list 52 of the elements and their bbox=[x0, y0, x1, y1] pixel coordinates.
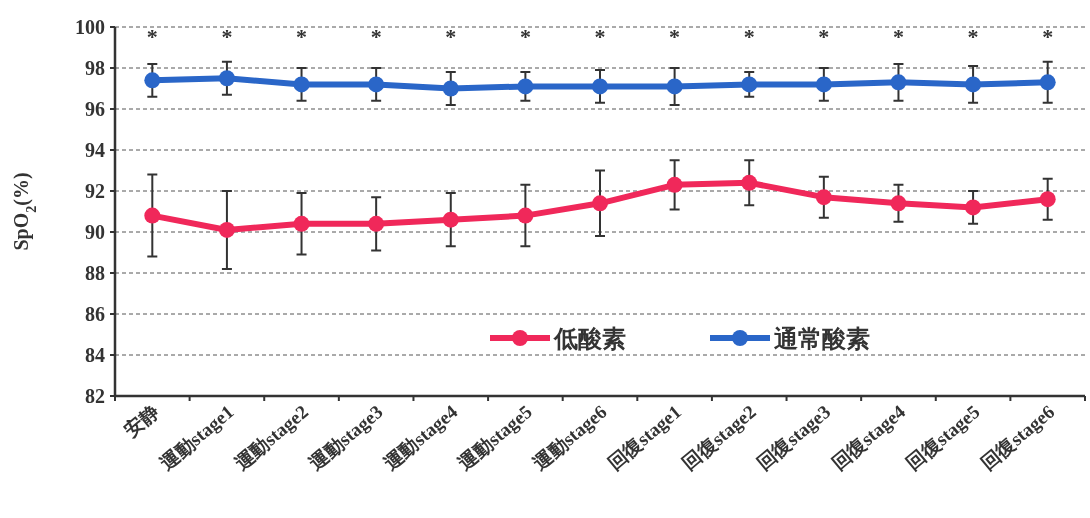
point bbox=[741, 76, 758, 93]
point bbox=[592, 195, 608, 212]
point bbox=[293, 215, 310, 232]
y-tick-label: 82 bbox=[85, 385, 105, 407]
annotation: * bbox=[1042, 24, 1054, 49]
point bbox=[218, 70, 235, 87]
point bbox=[144, 207, 161, 224]
annotation: * bbox=[445, 24, 457, 49]
x-tick-label: 安静 bbox=[120, 400, 163, 442]
point bbox=[218, 221, 235, 238]
y-tick-label: 100 bbox=[75, 16, 105, 38]
y-tick-label: 96 bbox=[85, 98, 105, 120]
point bbox=[890, 74, 907, 91]
annotation: * bbox=[669, 24, 681, 49]
point bbox=[293, 76, 310, 93]
annotation: * bbox=[967, 24, 979, 49]
y-tick-label: 94 bbox=[85, 139, 105, 161]
point bbox=[666, 78, 683, 95]
point bbox=[1039, 191, 1056, 208]
annotation: * bbox=[221, 24, 233, 49]
point bbox=[368, 215, 385, 232]
point bbox=[666, 176, 683, 193]
legend-label: 低酸素 bbox=[553, 326, 626, 352]
y-tick-label: 88 bbox=[85, 262, 105, 284]
point bbox=[368, 76, 385, 93]
annotation: * bbox=[743, 24, 755, 49]
y-tick-label: 86 bbox=[85, 303, 105, 325]
point bbox=[442, 80, 459, 97]
point bbox=[517, 207, 534, 224]
annotation: * bbox=[296, 24, 308, 49]
point bbox=[517, 78, 534, 95]
y-tick-label: 92 bbox=[85, 180, 105, 202]
point bbox=[815, 76, 832, 93]
legend-label: 通常酸素 bbox=[773, 326, 870, 352]
point bbox=[890, 195, 907, 212]
annotation: * bbox=[594, 24, 606, 49]
point bbox=[592, 78, 608, 95]
point bbox=[815, 189, 832, 206]
annotation: * bbox=[818, 24, 830, 49]
point bbox=[442, 211, 459, 228]
point bbox=[1039, 74, 1056, 91]
y-tick-label: 98 bbox=[85, 57, 105, 79]
y-tick-label: 84 bbox=[85, 344, 105, 366]
point bbox=[965, 76, 982, 93]
point bbox=[741, 174, 758, 191]
annotation: * bbox=[519, 24, 531, 49]
point bbox=[144, 72, 161, 89]
annotation: * bbox=[370, 24, 382, 49]
y-tick-label: 90 bbox=[85, 221, 105, 243]
point bbox=[965, 199, 982, 216]
annotation: * bbox=[892, 24, 904, 49]
annotation: * bbox=[146, 24, 158, 49]
